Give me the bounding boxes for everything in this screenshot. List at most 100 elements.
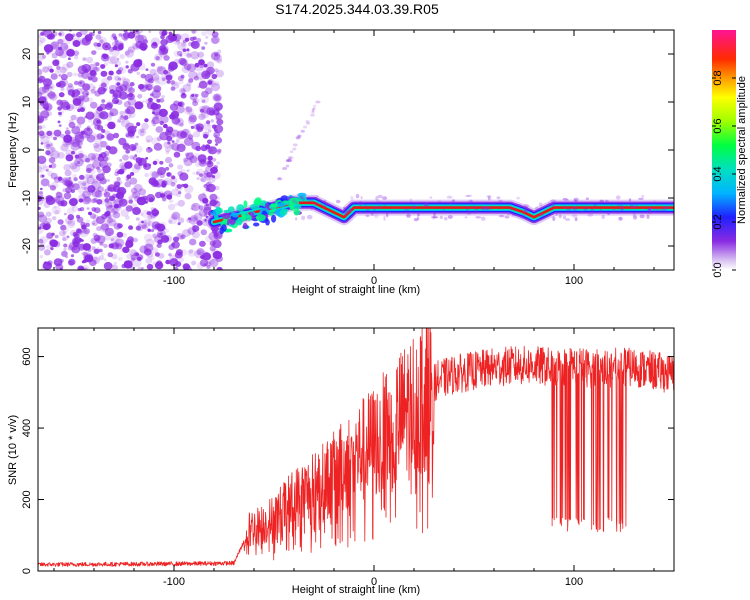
- noise-blob: [206, 181, 212, 188]
- noise-blob: [93, 197, 98, 203]
- noise-blob: [111, 264, 119, 270]
- noise-blob: [182, 48, 187, 52]
- noise-blob: [161, 197, 167, 202]
- track-halo: [364, 204, 367, 208]
- noise-blob: [71, 205, 79, 212]
- noise-blob: [78, 198, 84, 203]
- spectrogram-x-label: Height of straight line (km): [292, 284, 420, 296]
- noise-blob: [100, 140, 108, 148]
- noise-blob: [51, 232, 55, 236]
- noise-blob: [132, 165, 141, 173]
- track-halo: [383, 215, 386, 221]
- noise-blob: [71, 150, 75, 155]
- noise-blob: [47, 260, 53, 266]
- track-halo: [413, 218, 419, 222]
- noise-blob: [107, 121, 116, 130]
- noise-blob: [176, 105, 185, 114]
- track-halo: [489, 202, 496, 205]
- noise-blob: [38, 214, 42, 218]
- noise-blob: [113, 132, 120, 139]
- noise-blob: [214, 68, 219, 73]
- streak-blob: [285, 164, 290, 168]
- noise-blob: [45, 217, 52, 224]
- noise-blob: [118, 198, 128, 207]
- noise-blob: [176, 50, 183, 56]
- track-halo: [446, 195, 453, 199]
- noise-blob: [142, 100, 145, 103]
- track-blob: [236, 204, 245, 212]
- noise-blob: [99, 224, 110, 233]
- noise-blob: [95, 67, 101, 72]
- noise-blob: [155, 191, 162, 199]
- track-halo: [377, 205, 381, 209]
- noise-blob: [147, 88, 151, 91]
- noise-blob: [86, 163, 95, 172]
- noise-blob: [69, 162, 78, 170]
- track-blob: [289, 197, 297, 205]
- y-tick-label: -10: [21, 190, 33, 206]
- noise-blob: [39, 174, 45, 179]
- track-blob: [255, 214, 266, 222]
- x-tick-label: 100: [565, 576, 583, 588]
- noise-blob: [38, 60, 42, 66]
- track-halo: [323, 199, 327, 204]
- noise-blob: [81, 193, 86, 198]
- noise-blob: [103, 191, 111, 198]
- noise-blob: [173, 266, 179, 270]
- noise-blob: [84, 196, 91, 203]
- noise-blob: [129, 252, 139, 261]
- track-halo: [550, 203, 555, 207]
- noise-blob: [80, 131, 85, 135]
- track-halo: [414, 202, 420, 205]
- noise-blob: [146, 139, 150, 143]
- noise-blob: [112, 45, 118, 51]
- streak-blob: [285, 159, 290, 163]
- noise-blob: [88, 168, 96, 175]
- track-halo: [617, 204, 624, 207]
- noise-blob: [204, 73, 210, 78]
- track-halo: [487, 196, 492, 201]
- noise-blob: [181, 128, 191, 138]
- noise-blob: [138, 188, 147, 196]
- noise-blob: [96, 235, 106, 244]
- noise-blob: [101, 53, 107, 58]
- noise-blob: [66, 49, 75, 57]
- noise-blob: [137, 266, 143, 270]
- noise-blob: [186, 169, 190, 172]
- noise-blob: [214, 137, 223, 144]
- noise-blob: [44, 130, 54, 139]
- track-blob: [243, 200, 248, 209]
- noise-blob: [206, 107, 216, 116]
- noise-blob: [108, 219, 117, 227]
- track-halo: [587, 201, 592, 205]
- noise-blob: [40, 187, 43, 191]
- noise-blob: [53, 205, 57, 209]
- streak-blob: [298, 134, 302, 138]
- noise-blob: [188, 216, 199, 225]
- noise-blob: [161, 73, 168, 80]
- noise-blob: [191, 30, 197, 34]
- noise-blob: [100, 64, 106, 69]
- noise-blob: [38, 68, 43, 76]
- noise-blob: [143, 218, 152, 227]
- track-halo: [464, 195, 470, 198]
- noise-blob: [53, 258, 63, 267]
- noise-blob: [173, 236, 179, 242]
- noise-blob: [76, 160, 81, 165]
- noise-blob: [186, 48, 190, 52]
- noise-blob: [109, 204, 113, 208]
- noise-blob: [58, 49, 68, 59]
- noise-blob: [38, 224, 42, 228]
- noise-blob: [79, 174, 85, 180]
- noise-blob: [211, 124, 215, 127]
- noise-blob: [92, 86, 97, 90]
- noise-blob: [38, 117, 43, 123]
- noise-blob: [129, 155, 135, 160]
- noise-blob: [183, 157, 189, 163]
- noise-blob: [171, 241, 180, 249]
- noise-blob: [196, 168, 205, 176]
- noise-blob: [196, 177, 200, 180]
- noise-blob: [146, 211, 152, 216]
- noise-blob: [196, 251, 202, 256]
- y-tick-label: 0: [21, 147, 33, 153]
